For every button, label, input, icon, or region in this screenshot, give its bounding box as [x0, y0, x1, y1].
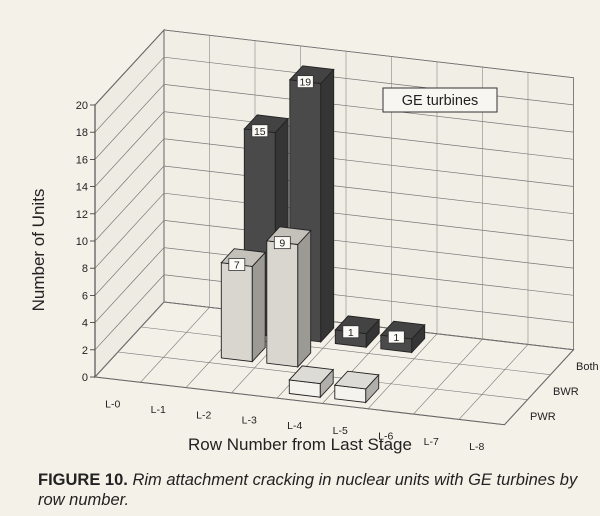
bar-pwr-l-5 [333, 370, 380, 404]
floor-line-cat [367, 333, 438, 410]
bar-value-label-box [251, 124, 269, 138]
caption-text: Rim attachment cracking in nuclear units… [38, 471, 578, 509]
series-label: Both [576, 361, 599, 373]
series-label: BWR [553, 386, 579, 398]
x-axis-title: Row Number from Last Stage [188, 435, 412, 454]
floor-line-cat [413, 338, 483, 415]
floor-line-cat [458, 344, 529, 420]
bar-both-l-5: 1 [379, 320, 426, 354]
floor-line-cat [94, 301, 165, 378]
y-tick-label: 16 [76, 154, 88, 166]
y-tick-label: 18 [76, 127, 88, 139]
chart-grid [93, 28, 575, 426]
y-tick-label: 6 [82, 290, 88, 302]
bar-front-face [266, 240, 299, 368]
bar-top-face [288, 365, 335, 385]
x-tick-label: L-7 [424, 436, 439, 448]
bar-top-face [333, 370, 380, 390]
floor-line-cat [504, 349, 574, 425]
floor-line-cat [140, 307, 210, 383]
y-tick-label: 8 [82, 263, 88, 275]
y-tick-label: 4 [82, 318, 88, 330]
annotation-text: GE turbines [402, 93, 479, 109]
bar-side-face [297, 229, 312, 369]
x-tick-label: L-4 [287, 420, 302, 432]
y-tick-label: 2 [82, 345, 88, 357]
bar-value-label: 1 [348, 327, 354, 339]
x-tick-label: L-8 [469, 441, 484, 453]
y-tick-label: 14 [76, 182, 88, 194]
chart-labels: 0 2 4 6 8 10 12 14 16 18 20 L-0 L-1 L-2 L-3 L-4 L-5 L-6 L-… [76, 100, 599, 453]
y-axis-title: Number of Units [29, 189, 48, 312]
x-tick-label: L-6 [378, 430, 393, 442]
bar-both-l-4: 1 [334, 315, 381, 349]
y-tick-label: 10 [76, 236, 88, 248]
x-tick-label: L-5 [333, 425, 348, 437]
figure-caption: FIGURE 10. Rim attachment cracking in nu… [38, 470, 590, 510]
bar-value-label: 9 [279, 238, 285, 250]
floor-line-series [94, 376, 505, 425]
floor-line-cat [276, 322, 347, 399]
caption-label: FIGURE 10. [38, 471, 128, 489]
y-tick-label: 12 [76, 209, 88, 221]
floor-line-series [140, 326, 551, 375]
bar-value-label: 7 [234, 260, 240, 272]
bar-bwr-l-2: 7 [220, 248, 267, 363]
bar-value-label: 1 [393, 332, 399, 344]
bar-value-label: 15 [254, 126, 266, 138]
x-tick-label: L-2 [196, 409, 211, 421]
bar-side-face [320, 68, 335, 344]
bar-value-label: 19 [299, 77, 311, 89]
bar-bwr-l-3: 9 [265, 226, 312, 369]
bar-value-label-box [387, 330, 405, 344]
x-tick-label: L-0 [105, 399, 120, 411]
chart-bars: 15 19 1 1 7 9 [220, 65, 426, 404]
x-tick-label: L-1 [151, 404, 166, 416]
floor-line-cat [322, 328, 392, 404]
y-tick-label: 20 [76, 100, 88, 112]
x-tick-label: L-3 [242, 415, 257, 427]
chart: 15 19 1 1 7 9 0 2 4 6 8 10 12 14 16 18 20 L-0 L-1 L-2 L-3 L-… [29, 28, 599, 454]
annotation-box: GE turbines [382, 87, 498, 113]
bar-value-label-box [273, 236, 291, 250]
bar-value-label-box [296, 75, 314, 89]
y-tick-label: 0 [82, 372, 88, 384]
series-label: PWR [530, 411, 556, 423]
bar-value-label-box [228, 258, 246, 271]
bar-value-label-box [342, 325, 360, 339]
bar-side-face [251, 251, 266, 363]
bar-front-face [220, 262, 253, 363]
bar-pwr-l-4 [288, 365, 335, 399]
